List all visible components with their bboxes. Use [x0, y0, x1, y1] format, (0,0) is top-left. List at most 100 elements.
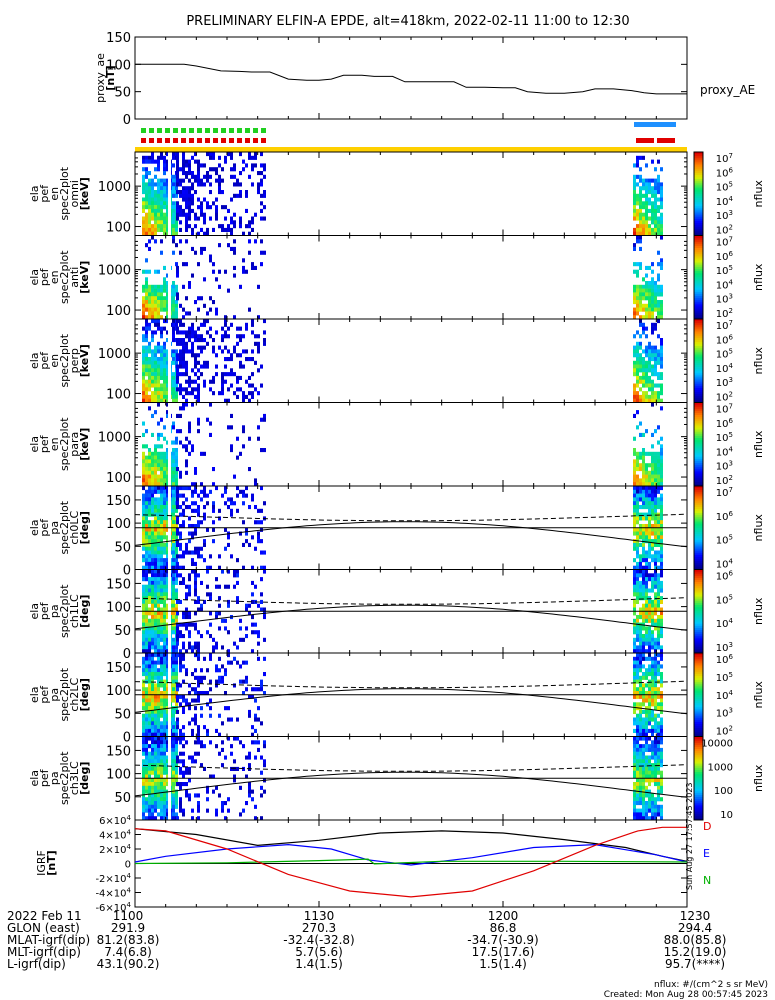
heatmap-cell	[188, 193, 191, 198]
colorbar-cell	[694, 661, 703, 664]
heatmap-cell	[200, 182, 203, 187]
heatmap-cell	[163, 801, 166, 806]
heatmap-cell	[651, 725, 654, 730]
heatmap-cell	[651, 307, 654, 312]
heatmap-cell	[175, 383, 178, 388]
heatmap-cell	[251, 357, 254, 362]
heatmap-cell	[188, 208, 191, 213]
heatmap-cell	[657, 615, 660, 620]
heatmap-cell	[142, 201, 145, 206]
heatmap-cell	[145, 383, 148, 388]
heatmap-cell	[642, 584, 645, 589]
heatmap-cell	[648, 672, 651, 677]
heatmap-cell	[660, 197, 663, 202]
heatmap-cell	[212, 349, 215, 354]
heatmap-cell	[218, 155, 221, 160]
heatmap-cell	[160, 349, 163, 354]
colorbar-cell	[694, 379, 703, 383]
heatmap-cell	[172, 694, 175, 699]
heatmap-cell	[157, 683, 160, 688]
colorbar-tick-label: 103	[716, 209, 733, 222]
heatmap-cell	[179, 429, 182, 434]
heatmap-cell	[633, 527, 636, 532]
heatmap-cell	[157, 432, 160, 437]
heatmap-cell	[651, 618, 654, 623]
heatmap-cell	[197, 728, 200, 733]
heatmap-cell	[648, 527, 651, 532]
colorbar-cell	[694, 519, 703, 522]
heatmap-cell	[154, 216, 157, 221]
heatmap-cell	[221, 178, 224, 183]
colorbar-label: nflux	[752, 430, 765, 458]
heatmap-cell	[142, 303, 145, 308]
heatmap-cell	[260, 364, 263, 369]
heatmap-cell	[154, 721, 157, 726]
heatmap-cell	[175, 797, 178, 802]
heatmap-cell	[142, 288, 145, 293]
heatmap-cell	[154, 785, 157, 790]
heatmap-cell	[185, 224, 188, 229]
heatmap-cell	[660, 167, 663, 172]
colorbar-tick-label: 103	[716, 641, 733, 654]
heatmap-cell	[639, 357, 642, 362]
heatmap-cell	[633, 508, 636, 513]
heatmap-cell	[660, 493, 663, 498]
heatmap-cell	[648, 505, 651, 510]
heatmap-cell	[639, 205, 642, 210]
heatmap-cell	[636, 425, 639, 430]
heatmap-cell	[218, 178, 221, 183]
heatmap-cell	[221, 224, 224, 229]
heatmap-cell	[651, 702, 654, 707]
heatmap-cell	[185, 622, 188, 627]
heatmap-cell	[142, 394, 145, 399]
heatmap-cell	[197, 387, 200, 392]
heatmap-cell	[212, 167, 215, 172]
heatmap-cell	[639, 212, 642, 217]
heatmap-cell	[648, 482, 651, 487]
heatmap-cell	[633, 706, 636, 711]
heatmap-cell	[172, 497, 175, 502]
heatmap-cell	[263, 193, 266, 198]
heatmap-cell	[142, 216, 145, 221]
heatmap-cell	[182, 736, 185, 741]
heatmap-cell	[245, 193, 248, 198]
colorbar-cell	[694, 473, 703, 477]
heatmap-cell	[172, 212, 175, 217]
heatmap-cell	[148, 634, 151, 639]
heatmap-cell	[242, 679, 245, 684]
y-axis-label: spec2plot	[58, 166, 71, 220]
heatmap-cell	[639, 645, 642, 650]
heatmap-cell	[657, 592, 660, 597]
heatmap-cell	[633, 736, 636, 741]
heatmap-cell	[642, 804, 645, 809]
heatmap-cell	[221, 569, 224, 574]
colorbar-cell	[694, 575, 703, 579]
heatmap-cell	[197, 394, 200, 399]
heatmap-cell	[160, 182, 163, 187]
colorbar-cell	[694, 557, 703, 560]
heatmap-cell	[157, 698, 160, 703]
heatmap-cell	[142, 607, 145, 612]
heatmap-cell	[633, 493, 636, 498]
heatmap-cell	[163, 725, 166, 730]
colorbar-cell	[694, 682, 703, 685]
heatmap-cell	[148, 186, 151, 191]
heatmap-cell	[154, 444, 157, 449]
heatmap-cell	[188, 486, 191, 491]
heatmap-cell	[654, 383, 657, 388]
colorbar-cell	[694, 362, 703, 366]
heatmap-cell	[172, 740, 175, 745]
heatmap-cell	[654, 489, 657, 494]
heatmap-cell	[166, 713, 169, 718]
heatmap-cell	[660, 691, 663, 696]
heatmap-cell	[185, 607, 188, 612]
heatmap-cell	[657, 691, 660, 696]
heatmap-cell	[175, 243, 178, 248]
heatmap-cell	[639, 262, 642, 267]
heatmap-cell	[151, 759, 154, 764]
heatmap-cell	[251, 592, 254, 597]
colorbar-cell	[694, 168, 703, 172]
heatmap-cell	[175, 656, 178, 661]
heatmap-cell	[175, 691, 178, 696]
heatmap-cell	[151, 391, 154, 396]
